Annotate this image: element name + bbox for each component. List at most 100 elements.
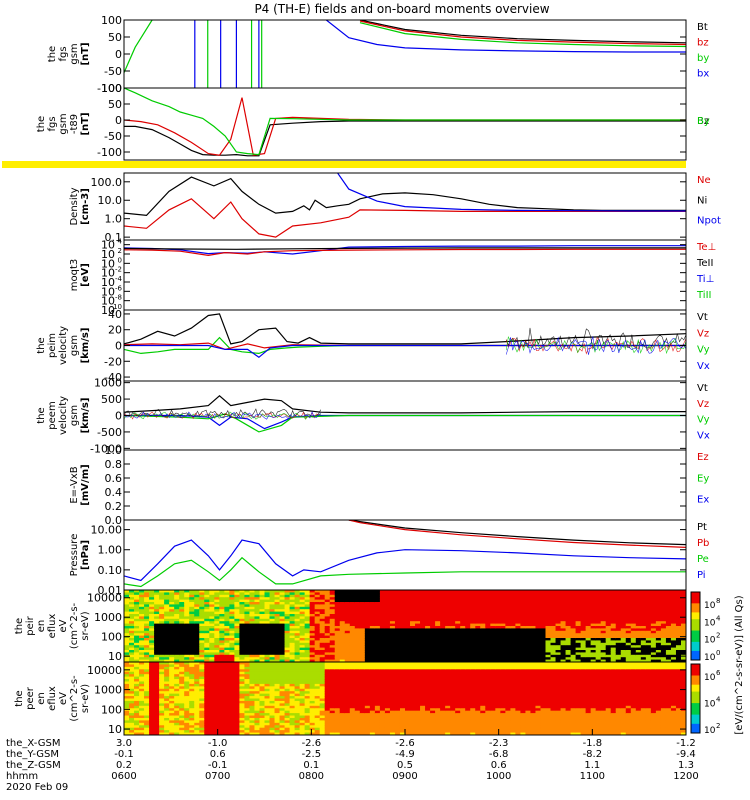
spectrogram-cell (530, 647, 537, 651)
spectrogram-cell (445, 630, 451, 634)
spectrogram-cell (304, 691, 311, 695)
spectrogram-cell (124, 638, 130, 641)
spectrogram-cell (314, 597, 321, 601)
spectrogram-cell (174, 713, 180, 717)
spectrogram-cell (144, 732, 150, 735)
spectrogram-cell (269, 640, 276, 644)
spectrogram-cell (389, 614, 396, 617)
spectrogram-cell (194, 683, 200, 687)
spectrogram-cell (364, 614, 371, 617)
spectrogram-cell (189, 616, 195, 620)
spectrogram-cell (259, 722, 266, 726)
spectrogram-cell (189, 703, 195, 707)
spectrogram-cell (324, 590, 331, 593)
spectrogram-cell (655, 614, 662, 617)
spectrogram-cell (510, 616, 516, 620)
spectrogram-cell (279, 642, 286, 646)
spectrogram-cell (139, 730, 145, 734)
spectrogram-cell (550, 638, 557, 641)
spectrogram-cell (269, 722, 276, 726)
spectrogram-cell (475, 618, 481, 622)
spectrogram-cell (339, 597, 346, 601)
spectrogram-cell (354, 642, 361, 646)
spectrogram-cell (495, 638, 501, 641)
spectrogram-cell (214, 669, 220, 673)
spectrogram-cell (399, 618, 406, 622)
spectrogram-cell (304, 674, 311, 678)
spectrogram-cell (500, 618, 506, 622)
spectrogram-cell (560, 606, 567, 610)
spectrogram-cell (475, 614, 481, 617)
spectrogram-cell (144, 664, 150, 668)
spectrogram-cell (149, 659, 155, 662)
spectrogram-cell (319, 700, 326, 704)
spectrogram-cell (655, 611, 662, 615)
spectrogram-cell (174, 717, 180, 721)
spectrogram-cell (470, 592, 476, 596)
spectrogram-cell (405, 606, 411, 610)
spectrogram-cell (415, 604, 421, 608)
spectrogram-cell (620, 638, 627, 641)
spectrogram-cell (665, 590, 672, 593)
spectrogram-cell (389, 611, 396, 615)
spectrogram-cell (620, 621, 627, 625)
spectrogram-cell (299, 659, 306, 662)
spectrogram-cell (249, 599, 256, 603)
spectrogram-cell (645, 602, 652, 605)
spectrogram-cell (450, 611, 456, 615)
spectrogram-cell (139, 664, 145, 668)
spectrogram-cell (680, 592, 686, 596)
spectrogram-cell (680, 638, 686, 641)
spectrogram-cell (284, 638, 291, 641)
spectrogram-cell (595, 597, 602, 601)
spectrogram-cell (159, 621, 165, 625)
spectrogram-cell (374, 597, 381, 601)
spectrogram-cell (254, 597, 261, 601)
spectrogram-cell (389, 635, 396, 639)
spectrogram-cell (299, 671, 306, 675)
spectrogram-cell (665, 594, 672, 598)
spectrogram-cell (264, 659, 271, 662)
spectrogram-cell (410, 618, 416, 622)
spectrogram-cell (219, 594, 225, 598)
spectrogram-cell (159, 679, 165, 683)
spectrogram-cell (475, 654, 481, 658)
spectrogram-cell (134, 659, 140, 662)
spectrogram-cell (269, 686, 276, 690)
spectrogram-cell (445, 633, 451, 637)
spectrogram-cell (319, 635, 326, 639)
spectrogram-cell (359, 640, 366, 644)
spectrogram-cell (369, 652, 376, 656)
spectrogram-cell (234, 652, 241, 656)
spectrogram-cell (344, 647, 351, 651)
spectrogram-cell (490, 647, 496, 651)
spectrogram-cell (329, 645, 336, 649)
spectrogram-cell (344, 717, 351, 721)
spectrogram-cell (294, 618, 301, 622)
spectrogram-cell (144, 652, 150, 656)
spectrogram-cell (179, 705, 185, 709)
spectrogram-cell (199, 703, 205, 707)
spectrogram-cell (244, 708, 251, 712)
spectrogram-cell (665, 606, 672, 610)
spectrogram-cell (134, 602, 140, 605)
spectrogram-cell (670, 628, 677, 632)
series-te (124, 248, 686, 257)
spectrogram-cell (415, 590, 421, 593)
spectrogram-cell (354, 638, 361, 641)
spectrogram-cell (410, 628, 416, 632)
spectrogram-cell (244, 679, 251, 683)
spectrogram-cell (665, 614, 672, 617)
spectrogram-cell (139, 642, 145, 646)
spectrogram-cell (194, 614, 200, 617)
spectrogram-cell (590, 657, 597, 661)
spectrogram-cell (565, 623, 572, 627)
spectrogram-cell (430, 609, 436, 613)
spectrogram-cell (364, 635, 371, 639)
spectrogram-cell (374, 614, 381, 617)
spectrogram-cell (455, 606, 461, 610)
spectrogram-cell (174, 727, 180, 731)
spectrogram-cell (670, 642, 677, 646)
spectrogram-cell (219, 604, 225, 608)
spectrogram-cell (430, 614, 436, 617)
